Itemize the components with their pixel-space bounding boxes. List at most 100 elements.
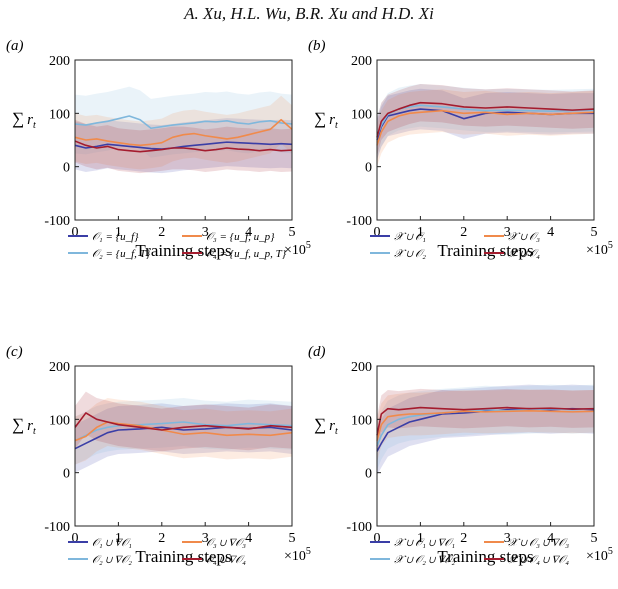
series-line-2 xyxy=(74,421,293,442)
y-tick-label: 200 xyxy=(351,360,372,375)
x-axis-label: Training steps xyxy=(135,241,231,260)
x-tick-label: 4 xyxy=(245,225,252,240)
y-tick-label: 0 xyxy=(365,467,372,482)
legend-label-2: 𝒪₂ = {u_f, T} xyxy=(92,248,151,260)
x-axis-label: Training steps xyxy=(437,547,533,566)
x-multiplier-label: ×105 xyxy=(284,240,311,258)
plot-frame xyxy=(74,365,293,527)
x-tick-label: 5 xyxy=(289,225,296,240)
series-band-2 xyxy=(75,86,292,158)
series-band-4 xyxy=(377,84,594,156)
legend-label-1: 𝒳 ∪ 𝒪₁ xyxy=(394,231,426,243)
plot-frame xyxy=(376,59,595,221)
x-axis-label: Training steps xyxy=(437,241,533,260)
legend-label-4: 𝒳 ∪ 𝒪₄ xyxy=(508,248,540,260)
y-tick-label: 100 xyxy=(351,413,372,428)
legend-label-1: 𝒪₁ ∪ ∇𝒪₁ xyxy=(92,537,132,549)
x-tick-label: 1 xyxy=(417,225,424,240)
x-tick-label: 0 xyxy=(374,225,381,240)
y-tick-label: -100 xyxy=(346,214,372,229)
plot-frame xyxy=(376,365,595,527)
series-band-2 xyxy=(377,384,594,470)
y-tick-label: 200 xyxy=(49,54,70,69)
legend-label-4: 𝒪₄ ∪ ∇𝒪₄ xyxy=(206,554,246,566)
series-line-3 xyxy=(74,118,293,147)
y-axis-label: ∑ rt xyxy=(314,109,338,131)
y-tick-label: -100 xyxy=(44,214,70,229)
x-tick-label: 2 xyxy=(158,531,165,546)
x-tick-label: 5 xyxy=(289,531,296,546)
series-line-4 xyxy=(74,412,293,431)
series-band-1 xyxy=(75,403,292,473)
y-axis-label: ∑ rt xyxy=(12,415,36,437)
x-tick-label: 1 xyxy=(115,225,122,240)
series-line-3 xyxy=(376,109,595,146)
series-line-1 xyxy=(74,141,293,150)
legend-label-1: 𝒳 ∪ 𝒪₁ ∪ ∇𝒪₁ xyxy=(394,537,455,549)
x-tick-label: 4 xyxy=(547,225,554,240)
x-tick-label: 5 xyxy=(591,531,598,546)
x-tick-label: 0 xyxy=(374,531,381,546)
page-header: A. Xu, H.L. Wu, B.R. Xu and H.D. Xi xyxy=(184,4,434,23)
plot-frame xyxy=(74,59,293,221)
series-band-3 xyxy=(75,398,292,465)
legend-label-4: 𝒳 ∪ 𝒪₄ ∪ ∇𝒪₄ xyxy=(508,554,569,566)
legend-label-3: 𝒪₃ = {u_f, u_p} xyxy=(206,231,275,243)
y-axis-label: ∑ rt xyxy=(314,415,338,437)
y-tick-label: 0 xyxy=(365,161,372,176)
series-line-2 xyxy=(376,104,595,138)
y-tick-label: 100 xyxy=(49,413,70,428)
x-tick-label: 3 xyxy=(504,225,511,240)
y-tick-label: 0 xyxy=(63,467,70,482)
y-tick-label: 100 xyxy=(49,107,70,122)
series-line-4 xyxy=(376,406,595,436)
x-tick-label: 0 xyxy=(72,531,79,546)
series-line-4 xyxy=(74,140,293,153)
legend-label-3: 𝒳 ∪ 𝒪₃ xyxy=(508,231,540,243)
y-tick-label: 200 xyxy=(351,54,372,69)
y-tick-label: 200 xyxy=(49,360,70,375)
series-line-2 xyxy=(74,115,293,130)
x-tick-label: 2 xyxy=(158,225,165,240)
panel-letter: (b) xyxy=(308,38,326,54)
x-tick-label: 2 xyxy=(460,531,467,546)
x-tick-label: 3 xyxy=(202,225,209,240)
panel-letter: (a) xyxy=(6,38,24,54)
x-tick-label: 1 xyxy=(417,531,424,546)
y-tick-label: 100 xyxy=(351,107,372,122)
legend-label-4: 𝒪₄ = {u_f, u_p, T} xyxy=(206,248,287,260)
x-multiplier-label: ×105 xyxy=(284,546,311,564)
legend-label-2: 𝒳 ∪ 𝒪₂ xyxy=(394,248,426,260)
legend-label-3: 𝒪₃ ∪ ∇𝒪₃ xyxy=(206,537,246,549)
series-line-3 xyxy=(376,409,595,441)
x-multiplier-label: ×105 xyxy=(586,240,613,258)
x-axis-label: Training steps xyxy=(135,547,231,566)
x-tick-label: 1 xyxy=(115,531,122,546)
y-tick-label: 0 xyxy=(63,161,70,176)
y-axis-label: ∑ rt xyxy=(12,109,36,131)
legend-label-1: 𝒪₁ = {u_f} xyxy=(92,231,139,243)
x-tick-label: 3 xyxy=(504,531,511,546)
x-tick-label: 5 xyxy=(591,225,598,240)
x-tick-label: 4 xyxy=(547,531,554,546)
x-tick-label: 3 xyxy=(202,531,209,546)
legend-label-2: 𝒪₂ ∪ ∇𝒪₂ xyxy=(92,554,132,566)
panel-letter: (d) xyxy=(308,344,326,360)
series-band-4 xyxy=(377,388,594,454)
x-tick-label: 0 xyxy=(72,225,79,240)
series-line-4 xyxy=(376,101,595,138)
panel-letter: (c) xyxy=(6,344,23,360)
y-tick-label: -100 xyxy=(44,520,70,535)
y-tick-label: -100 xyxy=(346,520,372,535)
x-tick-label: 4 xyxy=(245,531,252,546)
x-multiplier-label: ×105 xyxy=(586,546,613,564)
legend-label-2: 𝒳 ∪ 𝒪₂ ∪ ∇𝒪₂ xyxy=(394,554,455,566)
legend-label-3: 𝒳 ∪ 𝒪₃ ∪ ∇𝒪₃ xyxy=(508,537,569,549)
series-band-2 xyxy=(75,398,292,465)
x-tick-label: 2 xyxy=(460,225,467,240)
